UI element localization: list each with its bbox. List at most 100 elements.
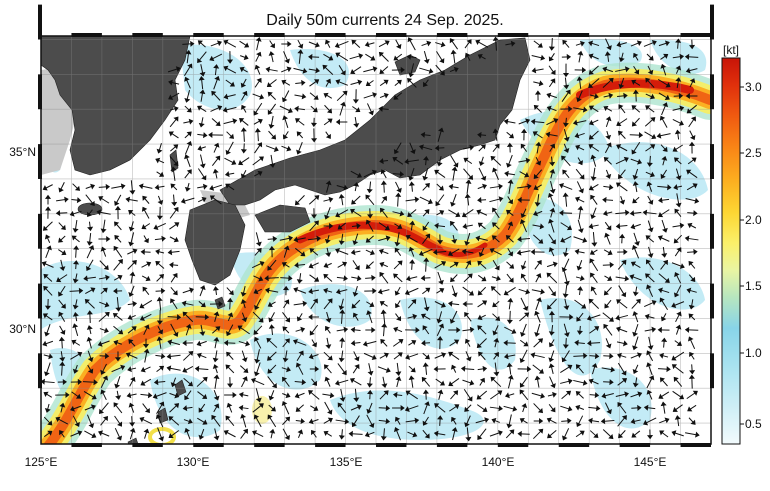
velocity-arrow	[672, 53, 685, 60]
velocity-arrow	[545, 131, 558, 138]
velocity-arrow	[505, 392, 515, 399]
velocity-arrow	[560, 105, 573, 112]
velocity-arrow	[561, 155, 571, 167]
velocity-arrow	[335, 79, 348, 86]
velocity-arrow	[605, 338, 612, 349]
velocity-arrow	[114, 376, 121, 389]
velocity-arrow	[59, 325, 66, 335]
velocity-arrow	[647, 246, 654, 258]
velocity-arrow	[490, 376, 502, 388]
velocity-arrow	[307, 235, 321, 242]
velocity-arrow	[546, 105, 557, 112]
velocity-arrow	[535, 141, 542, 154]
velocity-arrow	[576, 415, 584, 428]
velocity-arrow	[687, 404, 697, 412]
velocity-arrow	[293, 236, 306, 243]
velocity-arrow	[448, 209, 461, 218]
velocity-arrow	[85, 194, 95, 207]
velocity-arrow	[688, 141, 696, 154]
velocity-arrow	[520, 273, 527, 283]
velocity-arrow	[339, 101, 346, 116]
velocity-arrow	[227, 297, 234, 310]
velocity-arrow	[295, 79, 306, 86]
velocity-arrow	[548, 404, 556, 413]
velocity-arrow	[576, 76, 583, 89]
velocity-arrow	[197, 145, 206, 152]
velocity-arrow	[392, 157, 404, 165]
velocity-arrow	[296, 131, 304, 139]
velocity-arrow	[507, 196, 514, 205]
velocity-arrow	[405, 417, 420, 424]
velocity-arrow	[616, 340, 628, 347]
velocity-arrow	[576, 312, 584, 322]
velocity-arrow	[72, 415, 80, 427]
velocity-arrow	[139, 313, 152, 321]
velocity-arrow	[685, 197, 700, 204]
velocity-arrow	[364, 41, 375, 48]
velocity-arrow	[311, 429, 317, 438]
velocity-arrow	[378, 222, 390, 231]
velocity-arrow	[493, 362, 500, 377]
velocity-arrow	[240, 428, 248, 439]
velocity-arrow	[549, 156, 556, 167]
velocity-arrow	[630, 158, 643, 165]
velocity-arrow	[661, 247, 668, 258]
velocity-arrow	[618, 104, 626, 114]
velocity-arrow	[282, 428, 290, 441]
velocity-arrow	[603, 286, 612, 296]
velocity-arrow	[450, 220, 458, 231]
velocity-arrow	[422, 325, 430, 335]
velocity-arrow	[323, 417, 333, 424]
velocity-arrow	[420, 131, 431, 138]
frame-tick	[710, 4, 714, 40]
velocity-arrow	[253, 414, 262, 428]
velocity-arrow	[688, 374, 695, 389]
velocity-arrow	[181, 300, 194, 307]
velocity-arrow	[647, 336, 654, 350]
velocity-arrow	[55, 210, 68, 217]
velocity-arrow	[589, 392, 600, 399]
velocity-arrow	[335, 52, 349, 62]
velocity-arrow	[586, 314, 601, 321]
velocity-arrow	[686, 183, 698, 191]
colorbar-tick-label: 1.0	[745, 346, 762, 360]
velocity-arrow	[339, 388, 346, 402]
velocity-arrow	[646, 375, 655, 389]
velocity-arrow	[281, 79, 291, 86]
velocity-arrow	[364, 287, 377, 294]
velocity-arrow	[223, 65, 237, 74]
colorbar-scale	[721, 57, 741, 445]
velocity-arrow	[267, 301, 276, 308]
velocity-arrow	[672, 144, 683, 152]
velocity-arrow	[657, 78, 671, 88]
velocity-arrow	[113, 259, 123, 271]
velocity-arrow	[42, 340, 54, 347]
velocity-arrow	[170, 287, 178, 296]
velocity-arrow	[645, 259, 654, 271]
velocity-arrow	[616, 352, 627, 359]
velocity-arrow	[407, 209, 417, 217]
velocity-arrow	[645, 93, 655, 100]
velocity-arrow	[506, 142, 513, 153]
velocity-arrow	[294, 93, 307, 100]
velocity-arrow	[350, 404, 362, 411]
velocity-arrow	[407, 37, 416, 51]
velocity-arrow	[208, 131, 223, 138]
velocity-arrow	[166, 365, 181, 372]
velocity-arrow	[632, 89, 639, 102]
velocity-arrow	[519, 376, 528, 388]
velocity-arrow	[644, 131, 657, 140]
velocity-arrow	[477, 222, 486, 230]
velocity-arrow	[574, 132, 585, 139]
velocity-arrow	[252, 311, 264, 323]
velocity-arrow	[603, 157, 612, 165]
velocity-arrow	[517, 430, 530, 437]
velocity-arrow	[197, 183, 208, 190]
velocity-arrow	[645, 144, 656, 152]
velocity-arrow	[197, 196, 207, 203]
velocity-arrow	[646, 362, 653, 376]
velocity-arrow	[437, 271, 444, 285]
velocity-arrow	[618, 77, 625, 89]
velocity-arrow	[379, 158, 389, 165]
velocity-arrow	[533, 169, 543, 179]
